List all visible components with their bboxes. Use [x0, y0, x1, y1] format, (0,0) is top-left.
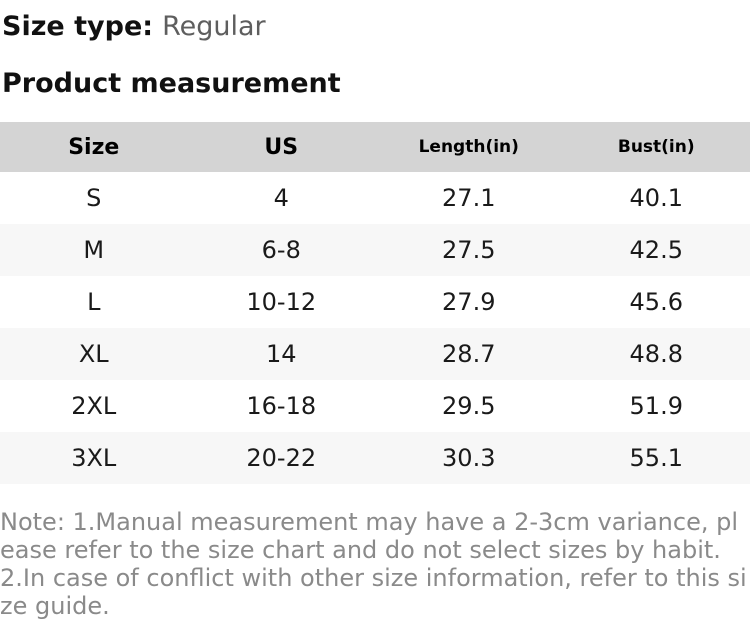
column-header-size: Size	[68, 134, 120, 160]
table-header-row: Size US Length(in) Bust(in)	[0, 122, 750, 172]
cell-size: XL	[78, 340, 109, 368]
cell-us: 14	[265, 340, 297, 368]
size-type-value: Regular	[162, 11, 266, 42]
cell-size: L	[87, 288, 101, 316]
cell-size: M	[83, 236, 105, 264]
size-type-label: Size type:	[2, 11, 154, 42]
table-row: 2XL 16-18 29.5 51.9	[0, 380, 750, 432]
cell-bust: 55.1	[629, 444, 683, 472]
cell-bust: 45.6	[629, 288, 683, 316]
size-chart-table: Size US Length(in) Bust(in) S 4 27.1 40.…	[0, 122, 750, 484]
table-row: L 10-12 27.9 45.6	[0, 276, 750, 328]
cell-us: 6-8	[261, 236, 301, 264]
cell-bust: 42.5	[629, 236, 683, 264]
column-header-us: US	[264, 134, 299, 160]
table-row: XL 14 28.7 48.8	[0, 328, 750, 380]
cell-size: 2XL	[71, 392, 117, 420]
cell-us: 20-22	[246, 444, 317, 472]
cell-length: 30.3	[442, 444, 496, 472]
cell-bust: 51.9	[629, 392, 683, 420]
size-type-row: Size type: Regular	[0, 11, 750, 42]
cell-bust: 40.1	[629, 184, 683, 212]
cell-length: 27.5	[442, 236, 496, 264]
cell-length: 28.7	[442, 340, 496, 368]
cell-us: 16-18	[246, 392, 317, 420]
table-row: M 6-8 27.5 42.5	[0, 224, 750, 276]
cell-size: 3XL	[71, 444, 117, 472]
cell-length: 27.1	[442, 184, 496, 212]
product-measurement-title: Product measurement	[2, 68, 341, 99]
measurement-note: Note: 1.Manual measurement may have a 2-…	[0, 508, 747, 620]
cell-us: 10-12	[246, 288, 317, 316]
cell-us: 4	[273, 184, 289, 212]
cell-length: 27.9	[442, 288, 496, 316]
cell-bust: 48.8	[629, 340, 683, 368]
column-header-length: Length(in)	[418, 137, 519, 157]
table-row: 3XL 20-22 30.3 55.1	[0, 432, 750, 484]
cell-size: S	[86, 184, 102, 212]
table-row: S 4 27.1 40.1	[0, 172, 750, 224]
column-header-bust: Bust(in)	[617, 137, 695, 157]
cell-length: 29.5	[442, 392, 496, 420]
